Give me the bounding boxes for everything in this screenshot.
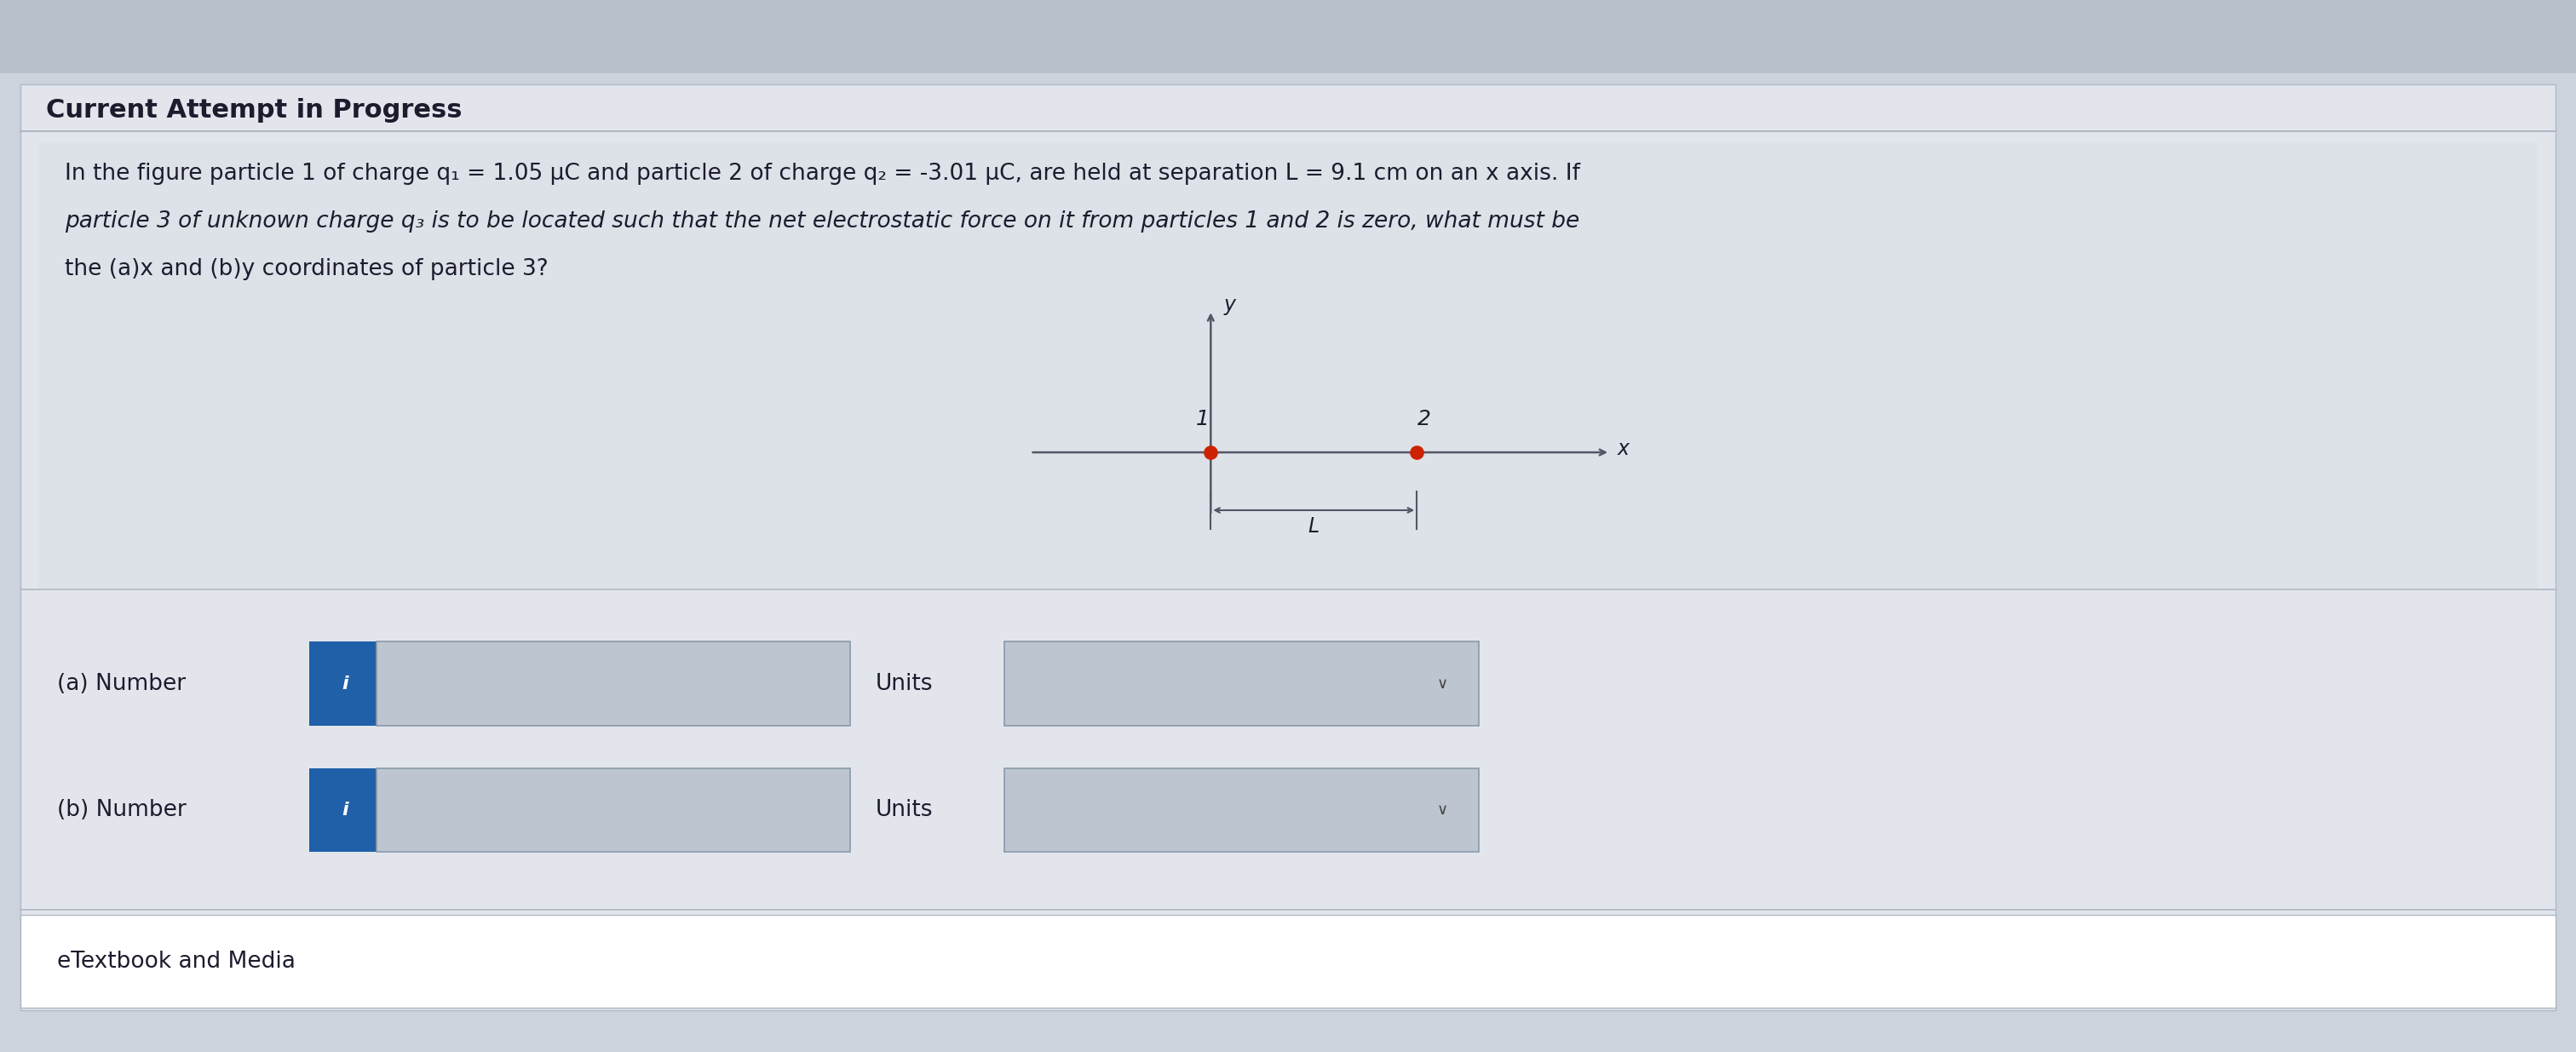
Text: ∨: ∨ [1437, 676, 1448, 691]
Text: 2: 2 [1417, 409, 1432, 429]
Text: Current Attempt in Progress: Current Attempt in Progress [46, 98, 464, 123]
FancyBboxPatch shape [376, 642, 850, 726]
Text: (b) Number: (b) Number [57, 798, 185, 822]
Text: the (a)x and (b)y coordinates of particle 3?: the (a)x and (b)y coordinates of particl… [64, 258, 549, 280]
Text: particle 3 of unknown charge q₃ is to be located such that the net electrostatic: particle 3 of unknown charge q₃ is to be… [64, 210, 1579, 232]
Text: x: x [1618, 439, 1631, 460]
Text: Units: Units [876, 672, 933, 695]
FancyBboxPatch shape [1005, 768, 1479, 852]
Text: y: y [1224, 295, 1236, 316]
FancyBboxPatch shape [21, 915, 2555, 1008]
Text: L: L [1309, 517, 1319, 537]
Text: i: i [343, 802, 348, 818]
FancyBboxPatch shape [39, 142, 2537, 589]
FancyBboxPatch shape [309, 768, 381, 852]
FancyBboxPatch shape [309, 642, 381, 726]
Text: i: i [343, 675, 348, 692]
FancyBboxPatch shape [376, 768, 850, 852]
Text: Units: Units [876, 798, 933, 822]
FancyBboxPatch shape [1005, 642, 1479, 726]
Text: ∨: ∨ [1437, 803, 1448, 817]
Text: 1: 1 [1195, 409, 1211, 429]
FancyBboxPatch shape [21, 84, 2555, 1010]
FancyBboxPatch shape [0, 0, 2576, 74]
Text: eTextbook and Media: eTextbook and Media [57, 950, 296, 973]
Text: (a) Number: (a) Number [57, 672, 185, 695]
Text: In the figure particle 1 of charge q₁ = 1.05 μC and particle 2 of charge q₂ = -3: In the figure particle 1 of charge q₁ = … [64, 163, 1579, 185]
